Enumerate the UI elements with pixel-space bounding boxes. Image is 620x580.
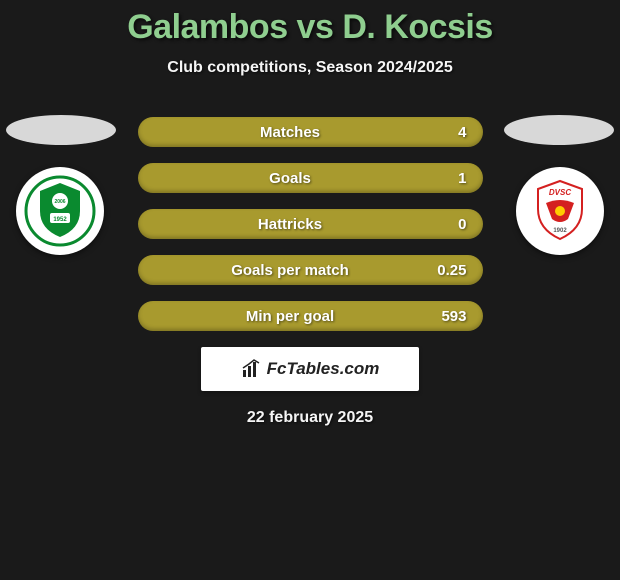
stats-area: 2006 1952 DVSC 1902 Matches 4 Goals 1 Ha… [0, 117, 620, 427]
badge-text: FcTables.com [267, 359, 380, 379]
shield-badge-icon: DVSC 1902 [524, 175, 596, 247]
date-line: 22 february 2025 [0, 409, 620, 427]
stat-row: Goals per match 0.25 [138, 255, 483, 285]
bar-chart-icon [241, 358, 263, 380]
stat-rows: Matches 4 Goals 1 Hattricks 0 Goals per … [138, 117, 483, 331]
page-title: Galambos vs D. Kocsis [0, 0, 620, 47]
stat-value: 0 [427, 216, 467, 233]
svg-text:2006: 2006 [54, 199, 65, 205]
stat-label: Goals per match [154, 262, 427, 279]
stat-row: Matches 4 [138, 117, 483, 147]
left-shadow-ellipse [6, 115, 116, 145]
stat-label: Matches [154, 124, 427, 141]
stat-row: Min per goal 593 [138, 301, 483, 331]
svg-text:1952: 1952 [53, 217, 67, 223]
stat-label: Goals [154, 170, 427, 187]
team-logo-right: DVSC 1902 [516, 167, 604, 255]
svg-text:DVSC: DVSC [549, 188, 571, 197]
stat-value: 1 [427, 170, 467, 187]
fctables-badge: FcTables.com [201, 347, 419, 391]
right-shadow-ellipse [504, 115, 614, 145]
stat-value: 593 [427, 308, 467, 325]
stat-value: 4 [427, 124, 467, 141]
stat-label: Hattricks [154, 216, 427, 233]
shield-badge-icon: 2006 1952 [24, 175, 96, 247]
stat-value: 0.25 [427, 262, 467, 279]
team-logo-left: 2006 1952 [16, 167, 104, 255]
stat-row: Hattricks 0 [138, 209, 483, 239]
stat-row: Goals 1 [138, 163, 483, 193]
subtitle: Club competitions, Season 2024/2025 [0, 59, 620, 77]
stat-label: Min per goal [154, 308, 427, 325]
svg-text:1902: 1902 [553, 228, 567, 234]
